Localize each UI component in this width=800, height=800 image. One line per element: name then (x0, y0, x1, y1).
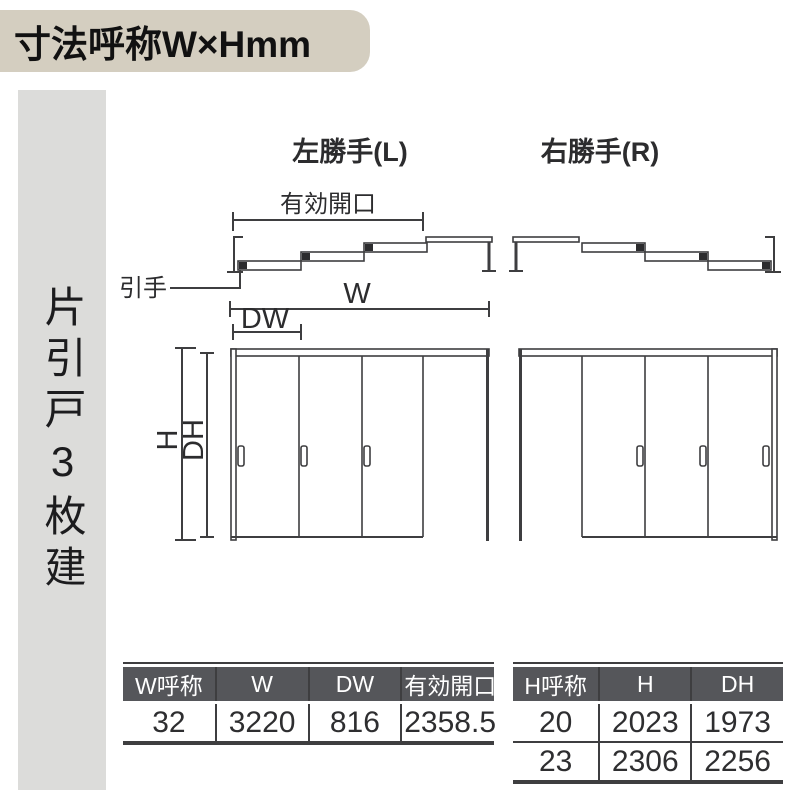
col-header-h-name: H呼称 (513, 664, 600, 704)
col-header-dw: DW (307, 664, 402, 704)
product-type-label: 片引戸3枚建 (39, 284, 86, 596)
table-row: 32 3220 816 2358.5 (123, 701, 496, 741)
page-title: 寸法呼称W×Hmm (14, 24, 312, 65)
door-diagram: 左勝手(L) 右勝手(R) 有効開口 引手 (119, 137, 781, 541)
col-header-h: H (598, 664, 692, 704)
pull-handle-leader-line (170, 270, 241, 289)
plan-view-left: 有効開口 引手 (119, 191, 496, 302)
dw-dimension-label: DW (241, 303, 290, 335)
pull-handle-label: 引手 (119, 275, 167, 302)
w-value: 3220 (214, 701, 309, 741)
front-view-left (230, 348, 490, 541)
w-name-value: 32 (123, 701, 216, 741)
dh-value: 1973 (690, 701, 783, 742)
h-dimension-label: H (152, 430, 184, 451)
w-dimension-label: W (343, 278, 371, 310)
table-row: 23 2306 2256 (513, 741, 783, 780)
size-designation-header: 寸法呼称W×Hmm (0, 10, 370, 72)
col-header-w: W (214, 664, 309, 704)
col-header-w-name: W呼称 (123, 664, 216, 704)
dh-dimension-label: DH (178, 419, 210, 461)
table-header-row: W呼称 W DW 有効開口 (123, 664, 494, 704)
effective-opening-value: 2358.5 (400, 701, 496, 741)
left-hand-title: 左勝手(L) (292, 137, 407, 167)
h-value: 2306 (598, 741, 692, 780)
front-view-right (518, 348, 778, 541)
height-dimensions: H DH (152, 347, 214, 541)
dh-value: 2256 (690, 741, 783, 780)
plan-view-right (509, 236, 781, 273)
right-hand-title: 右勝手(R) (541, 137, 659, 167)
h-value: 2023 (598, 701, 692, 742)
effective-opening-label: 有効開口 (280, 191, 376, 218)
product-type-band: 片引戸3枚建 (18, 90, 106, 790)
col-header-dh: DH (690, 664, 783, 704)
h-name-value: 23 (513, 741, 600, 780)
col-header-effective-opening: 有効開口 (400, 664, 494, 704)
height-spec-table: H呼称 H DH 20 2023 1973 23 2306 2256 (513, 662, 783, 784)
h-name-value: 20 (513, 701, 600, 742)
table-header-row: H呼称 H DH (513, 664, 783, 704)
width-dimensions: W DW (229, 278, 490, 340)
dw-value: 816 (307, 701, 402, 741)
table-row: 20 2023 1973 (513, 701, 783, 742)
width-spec-table: W呼称 W DW 有効開口 32 3220 816 2358.5 (123, 662, 496, 745)
